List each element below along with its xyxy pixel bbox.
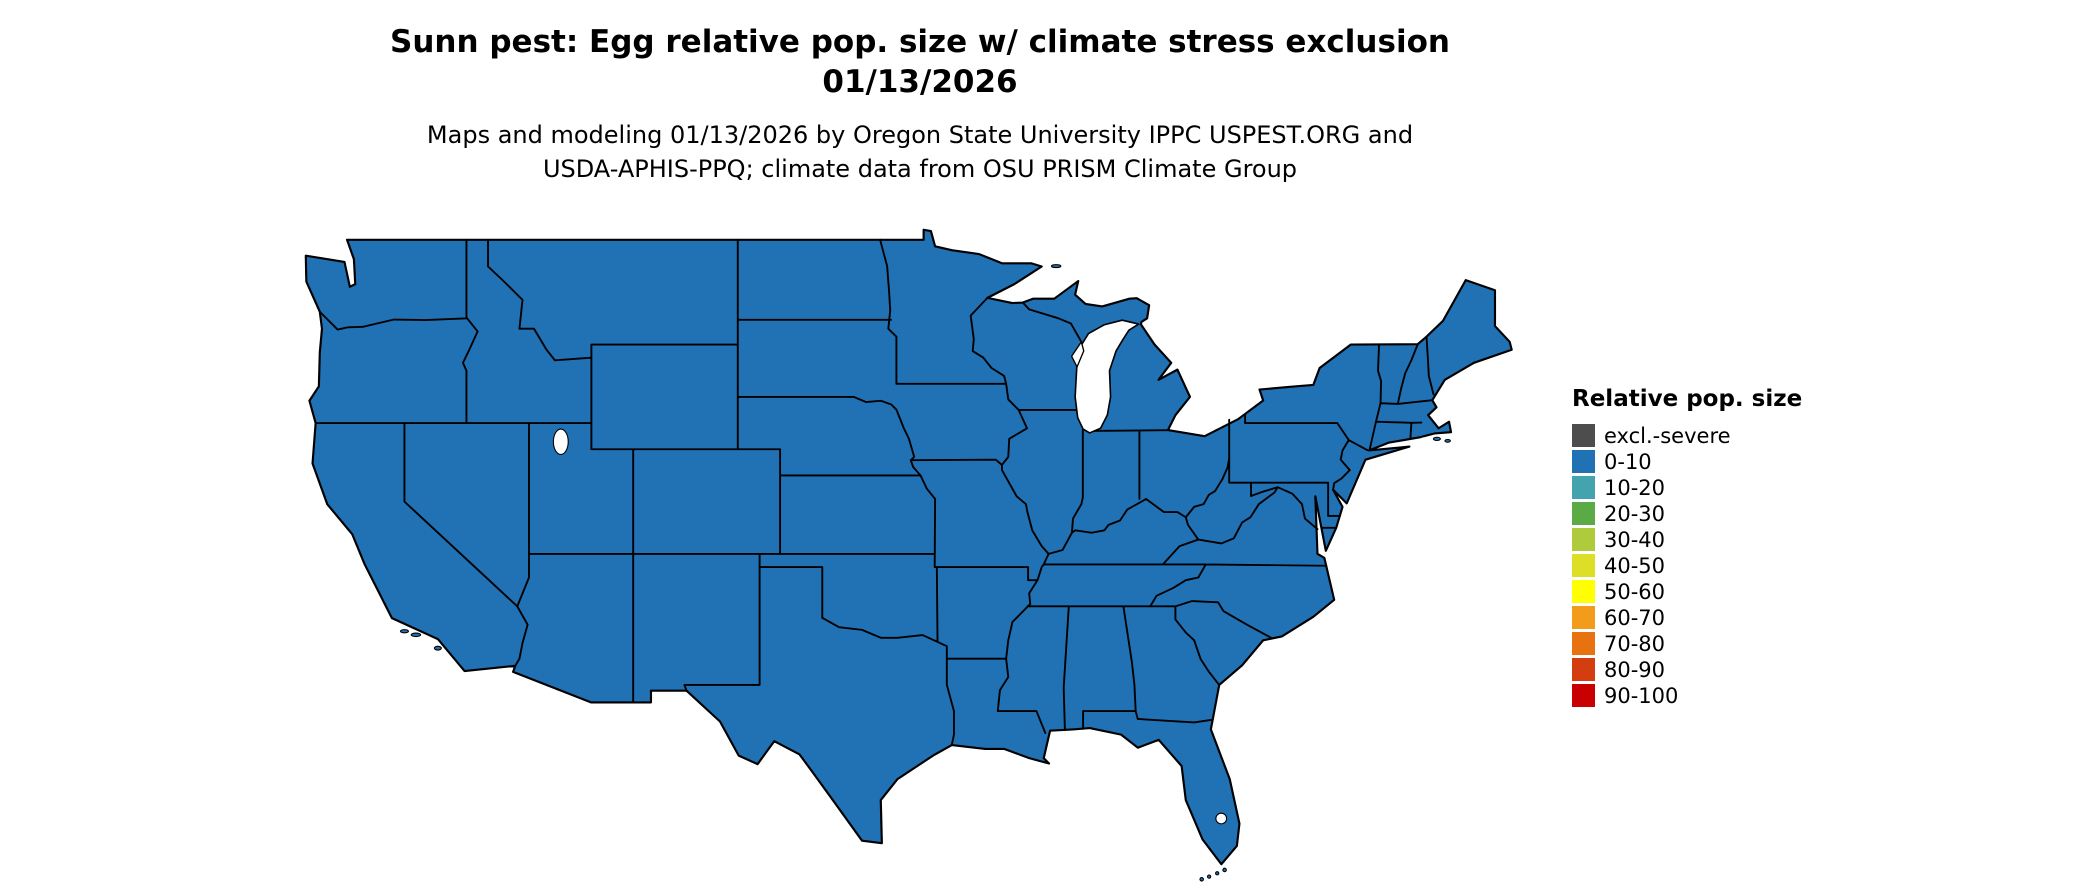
channel-island: [410, 632, 422, 638]
lake-michigan: [1074, 319, 1140, 434]
header: Sunn pest: Egg relative pop. size w/ cli…: [0, 22, 1840, 186]
map-subtitle-line1: Maps and modeling 01/13/2026 by Oregon S…: [426, 121, 1414, 149]
legend-item: 10-20: [1572, 475, 1802, 500]
legend-item-label: 0-10: [1604, 449, 1652, 474]
florida-key: [1222, 867, 1227, 873]
legend-item-label: 90-100: [1604, 683, 1679, 708]
green-bay: [1070, 341, 1085, 368]
legend-swatch: [1572, 658, 1595, 681]
map-subtitle-line2: USDA-APHIS-PPQ; climate data from OSU PR…: [542, 155, 1298, 183]
legend-item-label: 20-30: [1604, 501, 1666, 526]
legend-item-label: 50-60: [1604, 579, 1666, 604]
florida-key: [1215, 871, 1220, 876]
legend-swatch: [1572, 606, 1595, 629]
us-states-map: [300, 224, 1540, 892]
legend-item-label: 10-20: [1604, 475, 1666, 500]
legend-swatch: [1572, 476, 1595, 499]
legend-item-label: 70-80: [1604, 631, 1666, 656]
legend-item: excl.-severe: [1572, 423, 1802, 448]
channel-island: [399, 629, 410, 634]
legend-item: 50-60: [1572, 579, 1802, 604]
legend-item: 60-70: [1572, 605, 1802, 630]
lake-okeechobee: [1215, 812, 1228, 825]
legend-item: 0-10: [1572, 449, 1802, 474]
catalina-island: [433, 645, 442, 651]
legend-item: 70-80: [1572, 631, 1802, 656]
us-map-svg: [304, 228, 1513, 882]
legend-swatch: [1572, 502, 1595, 525]
legend-item-label: 40-50: [1604, 553, 1666, 578]
legend-swatch: [1572, 580, 1595, 603]
legend-item: 40-50: [1572, 553, 1802, 578]
legend-item: 30-40: [1572, 527, 1802, 552]
great-salt-lake: [552, 428, 569, 455]
legend-item: 20-30: [1572, 501, 1802, 526]
florida-key: [1206, 874, 1212, 879]
florida-key: [1199, 877, 1204, 882]
map-subtitle: Maps and modeling 01/13/2026 by Oregon S…: [0, 118, 1840, 186]
us-outline: [304, 228, 1513, 866]
map-title-date: 01/13/2026: [822, 64, 1018, 100]
legend-item-label: 80-90: [1604, 657, 1666, 682]
legend-swatch: [1572, 684, 1595, 707]
state-borders: [314, 238, 1435, 746]
map-title-line1: Sunn pest: Egg relative pop. size w/ cli…: [390, 24, 1450, 60]
legend: Relative pop. size excl.-severe 0-10 10-…: [1572, 386, 1802, 710]
isle-royale: [1050, 264, 1062, 269]
legend-swatch: [1572, 424, 1595, 447]
nantucket: [1444, 438, 1451, 443]
marthas-vineyard: [1432, 436, 1441, 441]
legend-swatch: [1572, 554, 1595, 577]
legend-swatch: [1572, 632, 1595, 655]
legend-swatch: [1572, 450, 1595, 473]
legend-item-label: 30-40: [1604, 527, 1666, 552]
legend-swatch: [1572, 528, 1595, 551]
legend-item: 80-90: [1572, 657, 1802, 682]
legend-item-label: 60-70: [1604, 605, 1666, 630]
legend-item-label: excl.-severe: [1604, 423, 1731, 448]
legend-title: Relative pop. size: [1572, 386, 1803, 412]
legend-item: 90-100: [1572, 683, 1802, 708]
islands: [399, 264, 1451, 882]
